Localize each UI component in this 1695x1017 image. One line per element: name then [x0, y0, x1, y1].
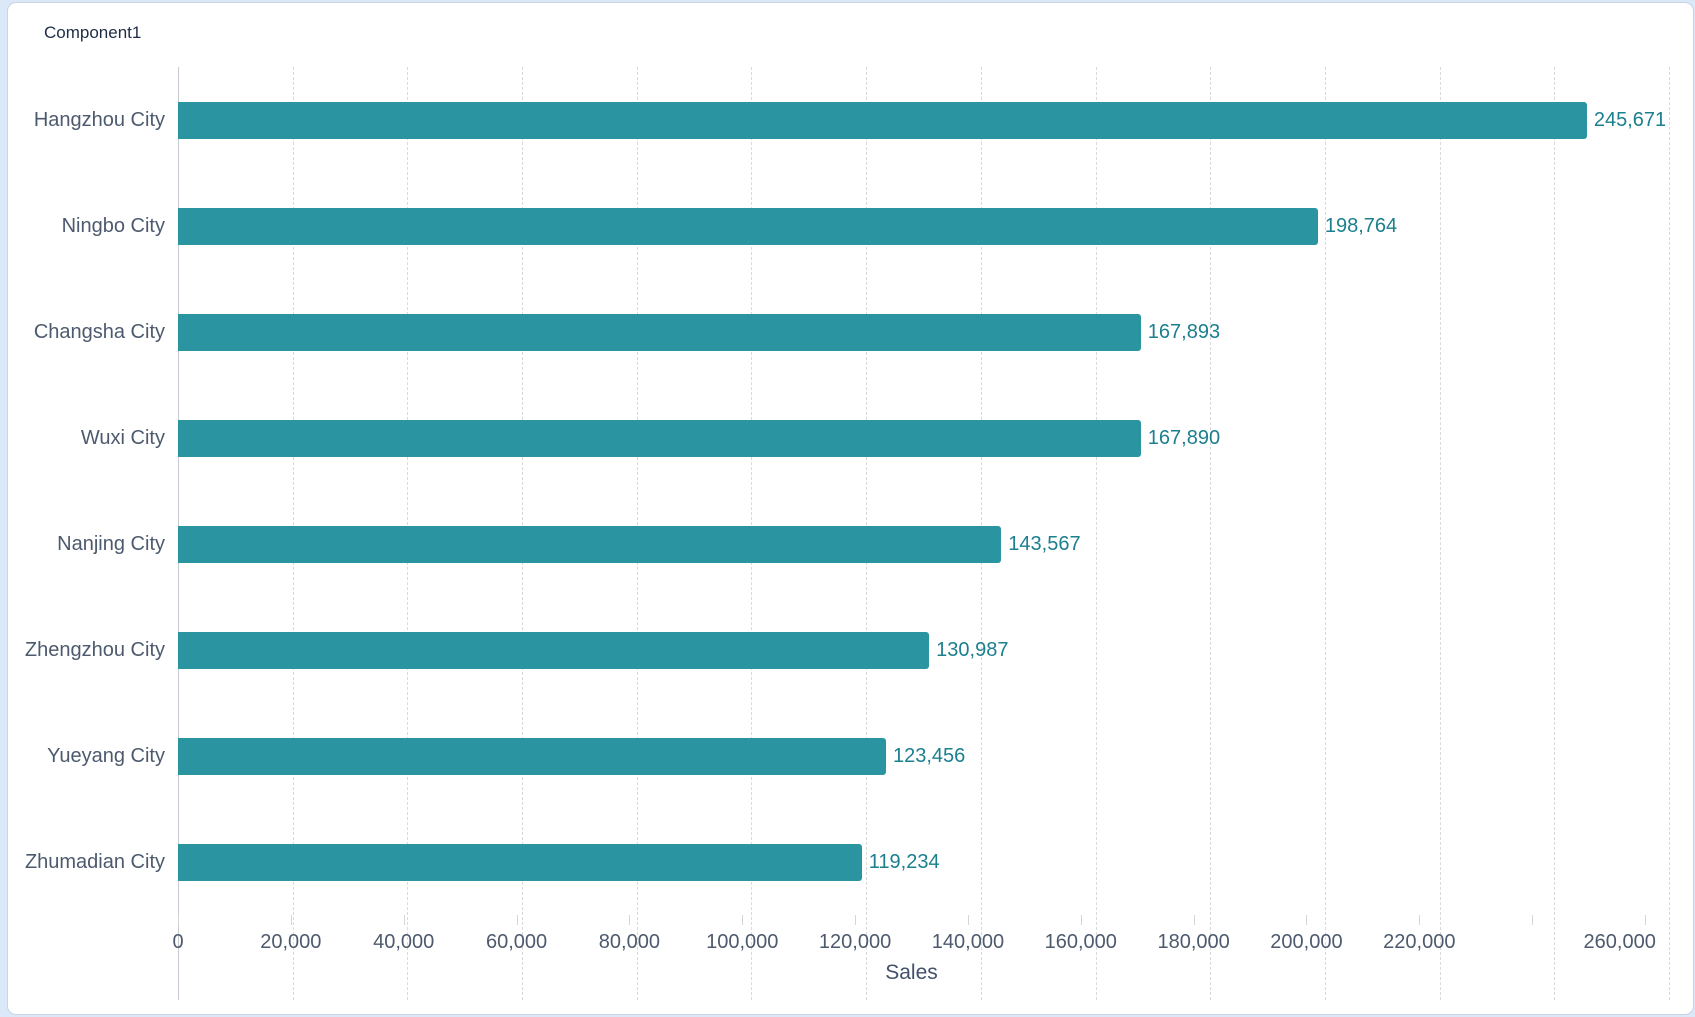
bar[interactable] [178, 101, 1587, 139]
axis-tick-label: 20,000 [260, 931, 322, 953]
axis-tick [516, 915, 518, 925]
bar-row: Hangzhou City 245,671 [8, 67, 1669, 173]
category-label: Zhumadian City [24, 850, 165, 873]
chart-card: Component1 Hangzhou City 245,671 Ningbo Ci… [7, 2, 1694, 1015]
category-label: Yueyang City [47, 744, 165, 767]
bar-value-label: 143,567 [1008, 532, 1081, 555]
bar-row: Zhengzhou City 130,987 [8, 597, 1669, 703]
bar[interactable] [178, 313, 1141, 351]
axis-tick [1645, 915, 1646, 925]
bar-track: 198,764 [178, 207, 1669, 245]
bar-row: Wuxi City 167,890 [8, 385, 1669, 491]
bar-value-label: 123,456 [892, 744, 966, 767]
bar-row: Nanjing City 143,567 [8, 491, 1669, 597]
axis-tick [1080, 915, 1082, 925]
category-label: Hangzhou City [33, 108, 165, 131]
bar-track: 245,671 [178, 101, 1669, 139]
bar[interactable] [178, 737, 886, 775]
gridline [1669, 67, 1670, 1000]
category-label: Ningbo City [61, 214, 165, 237]
axis-tick [742, 915, 744, 925]
axis-tick [1419, 915, 1421, 925]
x-axis-title: Sales [885, 961, 938, 984]
bar-track: 130,987 [178, 631, 1669, 669]
axis-tick [967, 915, 969, 925]
axis-tick [290, 915, 292, 925]
bar-rows: Hangzhou City 245,671 Ningbo City 198,764 Ch… [8, 67, 1669, 915]
bar-value-label: 119,234 [868, 850, 940, 873]
axis-tick-label: 120,000 [818, 931, 892, 953]
axis-tick-label: 200,000 [1270, 931, 1343, 953]
bar-row: Ningbo City 198,764 [8, 173, 1669, 279]
axis-tick-label: 100,000 [706, 931, 779, 953]
category-label: Zhengzhou City [24, 638, 165, 661]
axis-tick [1532, 915, 1534, 925]
axis-tick-label: 80,000 [598, 931, 660, 953]
axis-tick-label: 140,000 [931, 931, 1005, 953]
bar[interactable] [178, 419, 1141, 457]
chart-area: Hangzhou City 245,671 Ningbo City 198,764 Ch… [8, 67, 1670, 1000]
x-axis: Sales 0 20,000 40,000 60,000 80,000 100,000 12… [172, 915, 1656, 1000]
bar-track: 123,456 [178, 737, 1669, 775]
bar[interactable] [178, 207, 1318, 245]
axis-tick-label: 220,000 [1383, 931, 1456, 953]
category-label: Changsha City [33, 320, 165, 343]
bar[interactable] [178, 843, 862, 881]
axis-tick-label: 180,000 [1157, 931, 1230, 953]
bar-row: Yueyang City 123,456 [8, 703, 1669, 809]
bar-value-label: 198,764 [1324, 214, 1398, 237]
axis-tick-label: 160,000 [1044, 931, 1117, 953]
bar-row: Zhumadian City 119,234 [8, 809, 1669, 915]
bar-track: 167,890 [178, 419, 1669, 457]
bar-track: 167,893 [178, 313, 1669, 351]
bar[interactable] [178, 631, 930, 669]
bar-value-label: 130,987 [936, 638, 1009, 661]
chart-title: Component1 [44, 23, 142, 42]
axis-tick [1306, 915, 1308, 925]
bar-value-label: 167,893 [1147, 320, 1221, 343]
bar-track: 119,234 [178, 843, 1669, 881]
axis-tick-label: 60,000 [485, 931, 548, 953]
bar-row: Changsha City 167,893 [8, 279, 1669, 385]
category-label: Wuxi City [80, 426, 165, 449]
axis-tick [1193, 915, 1195, 925]
axis-tick [855, 915, 857, 925]
axis-tick [403, 915, 405, 925]
bar-value-label: 245,671 [1593, 108, 1667, 131]
axis-tick [629, 915, 631, 925]
category-label: Nanjing City [57, 532, 165, 555]
bar[interactable] [178, 525, 1002, 563]
axis-tick-label: 40,000 [373, 931, 435, 953]
bar-value-label: 167,890 [1147, 426, 1221, 449]
axis-tick [178, 915, 179, 925]
axis-tick-label: 260,000 [1583, 931, 1656, 953]
axis-tick-label: 0 [172, 931, 184, 953]
bar-track: 143,567 [178, 525, 1669, 563]
